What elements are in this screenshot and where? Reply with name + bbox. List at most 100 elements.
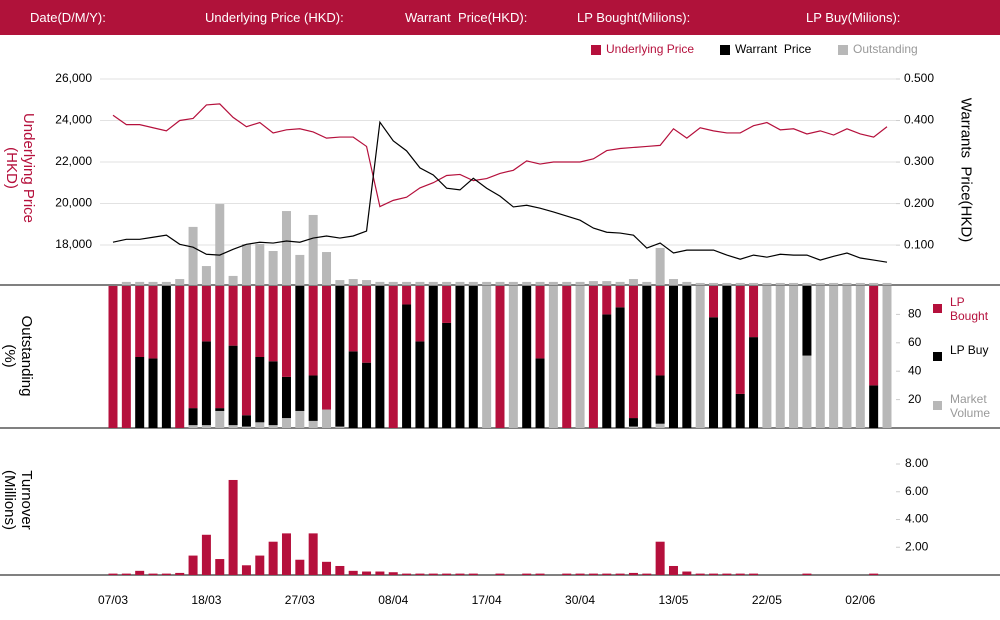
stacked-segment xyxy=(682,286,692,428)
outstanding-bar xyxy=(548,281,558,285)
x-tick-label: 07/03 xyxy=(98,593,128,607)
turnover-bar xyxy=(682,571,692,575)
x-tick-label: 22/05 xyxy=(752,593,782,607)
stacked-segment xyxy=(308,420,318,428)
outstanding-bar xyxy=(642,281,652,285)
turnover-bar xyxy=(348,570,358,575)
x-tick-label: 08/04 xyxy=(378,593,408,607)
outstanding-bar xyxy=(749,282,759,285)
stacked-segment xyxy=(668,286,678,428)
stacked-segment xyxy=(375,286,385,428)
stacked-segment xyxy=(508,286,518,428)
header-field: Underlying Price (HKD): xyxy=(205,10,344,25)
outstanding-bar xyxy=(522,281,532,285)
x-tick-label: 27/03 xyxy=(285,593,315,607)
stacked-segment xyxy=(709,317,719,428)
turnover-bar xyxy=(362,571,372,575)
turnover-bar xyxy=(268,541,278,575)
turnover-bar xyxy=(455,573,465,575)
stacked-segment xyxy=(268,286,278,362)
outstanding-bar xyxy=(735,282,745,285)
turnover-bar xyxy=(668,565,678,575)
outstanding-bar xyxy=(508,281,518,285)
stacked-segment xyxy=(495,286,505,428)
legend-label: Underlying Price xyxy=(606,42,694,56)
turnover-bar xyxy=(695,573,705,575)
stacked-segment xyxy=(295,286,305,411)
outstanding-bar xyxy=(535,281,545,285)
outstanding-bar xyxy=(882,282,892,285)
y2-tick-label: 0.100 xyxy=(904,237,934,251)
turnover-bar xyxy=(175,572,185,575)
stacked-segment xyxy=(362,362,372,428)
stacked-segment xyxy=(735,286,745,394)
outstanding-bar xyxy=(375,281,385,285)
outstanding-bar xyxy=(255,244,265,285)
x-tick-label: 30/04 xyxy=(565,593,595,607)
turnover-bar xyxy=(388,572,398,575)
x-tick-label: 17/04 xyxy=(472,593,502,607)
stacked-segment xyxy=(348,286,358,352)
y-axis-title: Turnover (Millions) xyxy=(1,470,35,534)
outstanding-bar xyxy=(829,282,839,285)
y2-axis-title: Warrants Price(HKD) xyxy=(957,97,975,243)
stacked-segment xyxy=(588,286,598,428)
outstanding-bar xyxy=(855,282,865,285)
legend-label: Outstanding xyxy=(853,42,918,56)
legend-label: LP Bought xyxy=(950,295,989,323)
stacked-segment xyxy=(335,426,345,428)
y-tick-label: 6.00 xyxy=(905,484,929,498)
legend-label: LP Buy xyxy=(950,343,989,357)
outstanding-bar xyxy=(388,281,398,285)
stacked-segment xyxy=(255,286,265,357)
turnover-bar xyxy=(135,570,145,575)
outstanding-bar xyxy=(295,254,305,285)
outstanding-bar xyxy=(562,281,572,285)
stacked-segment xyxy=(882,286,892,428)
stacked-segment xyxy=(175,286,185,428)
outstanding-bar xyxy=(281,211,291,285)
turnover-bar xyxy=(735,573,745,575)
legend-swatch xyxy=(933,401,942,410)
stacked-segment xyxy=(628,286,638,419)
turnover-bar xyxy=(415,573,425,575)
turnover-bar xyxy=(468,573,478,575)
stacked-segment xyxy=(121,286,131,428)
stacked-segment xyxy=(241,286,251,416)
stacked-segment xyxy=(628,418,638,427)
header-field: Date(D/M/Y): xyxy=(30,10,106,25)
stacked-segment xyxy=(815,286,825,428)
turnover-bar xyxy=(108,573,118,575)
stacked-segment xyxy=(535,286,545,359)
header-field: LP Buy(Milions): xyxy=(806,10,901,25)
y2-tick-label: 0.300 xyxy=(904,154,934,168)
outstanding-bar xyxy=(201,266,211,285)
stacked-segment xyxy=(281,286,291,377)
y-tick-label: 24,000 xyxy=(55,113,92,127)
turnover-bar xyxy=(495,573,505,575)
turnover-bar xyxy=(215,559,225,575)
outstanding-bar xyxy=(268,251,278,285)
turnover-bar xyxy=(121,573,131,575)
turnover-bar xyxy=(642,573,652,575)
turnover-bar xyxy=(161,573,171,575)
turnover-bar xyxy=(375,571,385,575)
outstanding-bar xyxy=(628,279,638,285)
stacked-segment xyxy=(722,286,732,428)
outstanding-bar xyxy=(428,281,438,285)
outstanding-bar xyxy=(668,279,678,285)
y-tick-label: 20 xyxy=(908,392,922,406)
stacked-segment xyxy=(348,351,358,428)
y-tick-label: 40 xyxy=(908,363,922,377)
stacked-segment xyxy=(308,375,318,421)
outstanding-bar xyxy=(228,275,238,285)
turnover-bar xyxy=(281,533,291,575)
stacked-segment xyxy=(762,286,772,428)
outstanding-bar xyxy=(482,281,492,285)
stacked-segment xyxy=(215,410,225,428)
stacked-segment xyxy=(602,314,612,428)
stacked-segment xyxy=(201,286,211,342)
stacked-segment xyxy=(241,415,251,427)
outstanding-bar xyxy=(415,281,425,285)
y-tick-label: 20,000 xyxy=(55,196,92,210)
